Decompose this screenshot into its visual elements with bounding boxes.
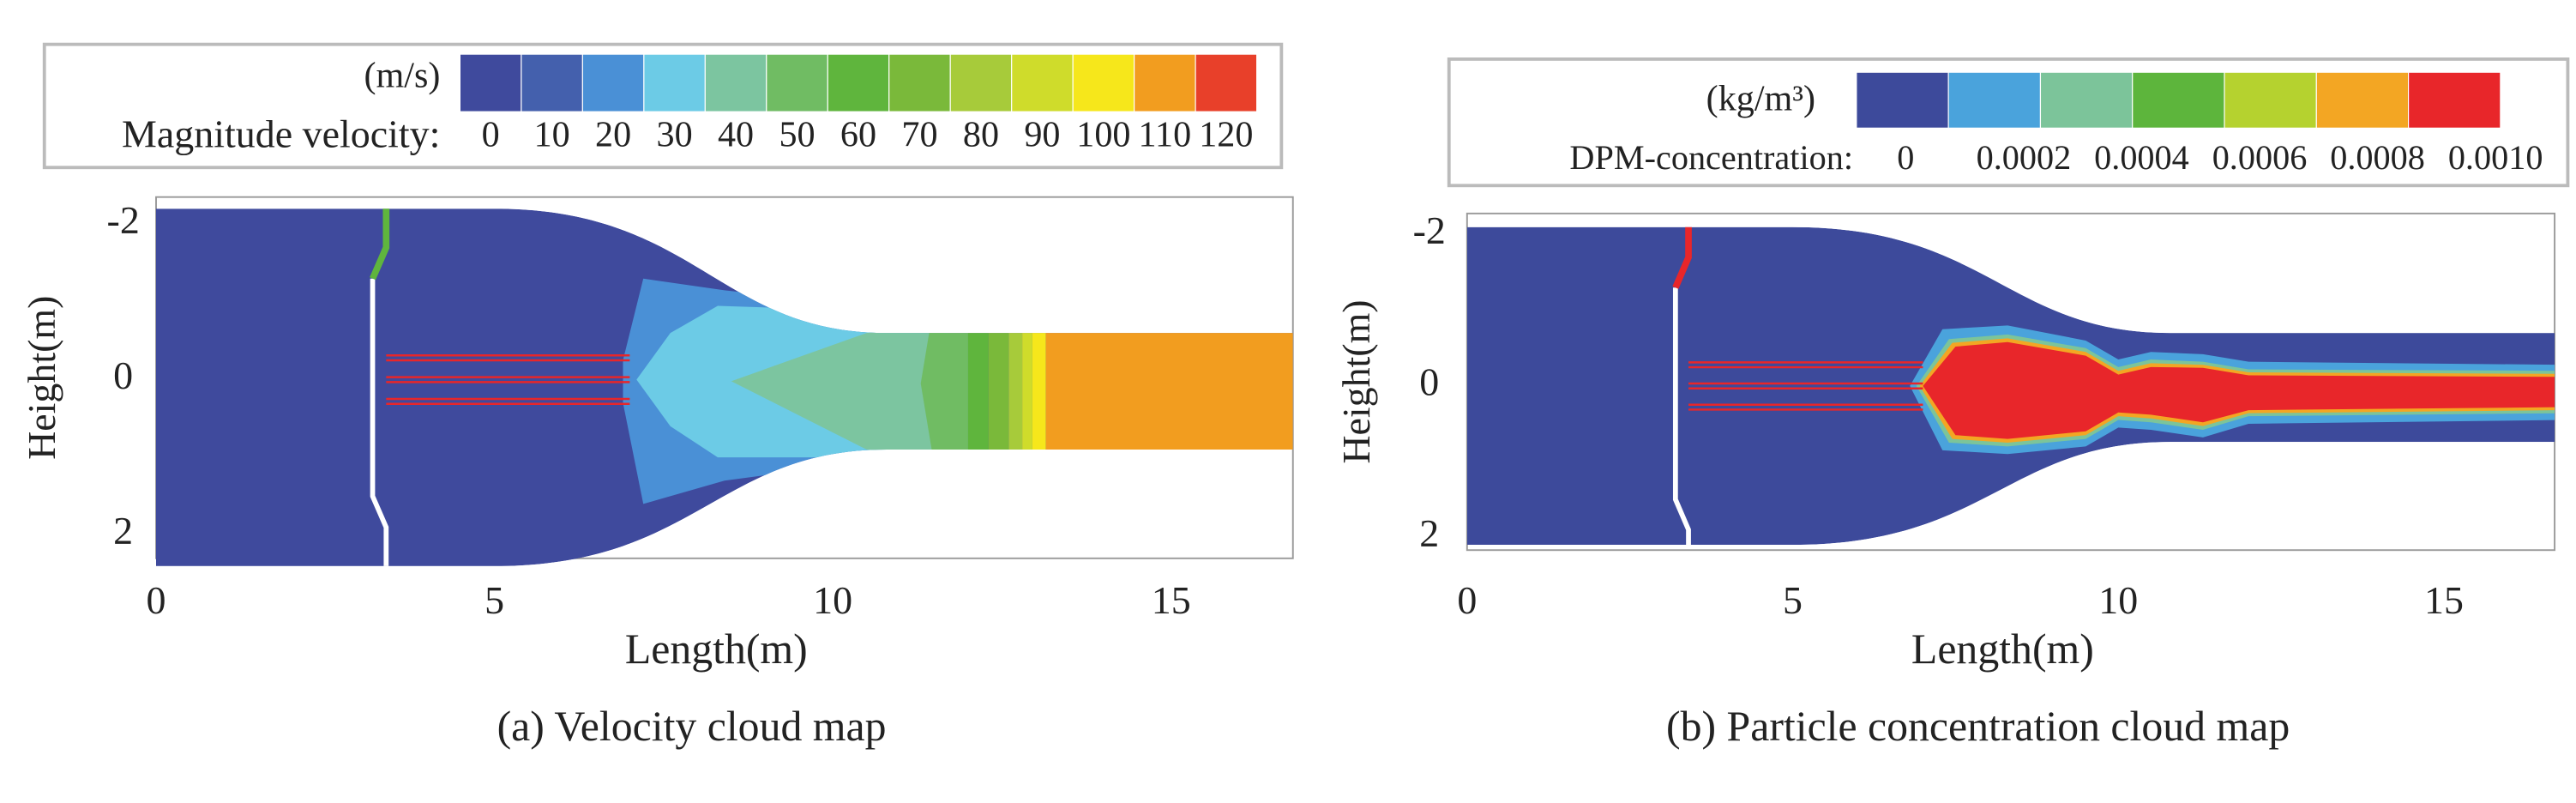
field-region xyxy=(920,301,968,466)
colorbar-cell xyxy=(1072,53,1135,112)
nozzle-pipe xyxy=(370,278,389,566)
colorbar-label: Magnitude velocity: xyxy=(122,112,440,155)
x-axis-label: Length(m) xyxy=(625,625,808,673)
colorbar-tick-label: 90 xyxy=(1024,114,1060,154)
field xyxy=(1466,226,2555,546)
colorbar-tick-label: 110 xyxy=(1139,114,1192,154)
colorbar-cell xyxy=(459,53,522,112)
colorbar-cell xyxy=(1011,53,1074,112)
colorbar-cell xyxy=(643,53,706,112)
x-axis-label: Length(m) xyxy=(1911,625,2094,673)
caption: (b) Particle concentration cloud map xyxy=(1666,703,2290,750)
colorbar-tick-label: 60 xyxy=(840,114,876,154)
x-tick-label: 10 xyxy=(813,578,852,622)
colorbar-cell xyxy=(827,53,890,112)
colorbar-tick-label: 0.0010 xyxy=(2448,138,2543,177)
colorbar-cell xyxy=(521,53,583,112)
y-axis-label: Height(m) xyxy=(20,296,63,460)
colorbar-tick-label: 100 xyxy=(1076,114,1130,154)
colorbar-tick-label: 30 xyxy=(657,114,693,154)
field-region xyxy=(1008,301,1023,466)
nozzle-pipe-top xyxy=(1672,226,1692,289)
y-tick-label: 0 xyxy=(1419,359,1439,403)
colorbar-tick-label: 70 xyxy=(901,114,937,154)
caption: (a) Velocity cloud map xyxy=(497,703,887,750)
field-region xyxy=(1045,301,1293,466)
field-region xyxy=(988,301,1009,466)
colorbar-cell xyxy=(1134,53,1196,112)
field-region xyxy=(1022,301,1032,466)
nozzle-pipe xyxy=(1672,287,1691,546)
colorbar-cell xyxy=(1947,71,2042,129)
x-tick-label: 15 xyxy=(1152,578,1191,622)
y-axis-label: Height(m) xyxy=(1334,299,1378,463)
colorbar-tick-label: 0.0006 xyxy=(2212,138,2308,177)
colorbar-cell xyxy=(949,53,1013,112)
colorbar-unit: (m/s) xyxy=(364,56,441,96)
x-tick-label: 15 xyxy=(2424,578,2464,622)
nozzle-pipe-top xyxy=(370,208,390,281)
colorbar-cell xyxy=(1856,71,1949,129)
x-tick-label: 5 xyxy=(485,578,504,622)
colorbar-tick-label: 0.0004 xyxy=(2094,138,2189,177)
field-region xyxy=(967,301,989,466)
colorbar-cell xyxy=(2224,71,2317,129)
x-tick-label: 0 xyxy=(147,578,166,622)
colorbar-cell xyxy=(888,53,951,112)
colorbar-unit: (kg/m³) xyxy=(1706,78,1815,118)
colorbar-cell xyxy=(2408,71,2501,129)
field-region xyxy=(1032,301,1046,466)
colorbar-cell xyxy=(766,53,828,112)
colorbar-cell xyxy=(2132,71,2225,129)
field xyxy=(156,208,1293,566)
colorbar-cell xyxy=(704,53,767,112)
colorbar-cell xyxy=(1195,53,1258,112)
colorbar-cell xyxy=(2039,71,2134,129)
colorbar-cell xyxy=(2315,71,2410,129)
field-region xyxy=(1923,341,2555,439)
y-tick-label: -2 xyxy=(1413,208,1446,252)
colorbar-tick-label: 0.0008 xyxy=(2330,138,2425,177)
colorbar-tick-label: 80 xyxy=(963,114,999,154)
colorbar-cell xyxy=(581,53,645,112)
colorbar-label: DPM-concentration: xyxy=(1569,138,1853,177)
x-tick-label: 10 xyxy=(2098,578,2138,622)
y-tick-label: 0 xyxy=(113,353,133,397)
colorbar-tick-label: 10 xyxy=(534,114,570,154)
field-region xyxy=(731,325,948,454)
colorbar-tick-label: 40 xyxy=(718,114,754,154)
y-tick-label: -2 xyxy=(107,198,140,242)
colorbar-tick-label: 0.0002 xyxy=(1977,138,2072,177)
x-tick-label: 0 xyxy=(1457,578,1477,622)
colorbar-tick-label: 20 xyxy=(595,114,631,154)
colorbar-tick-label: 0 xyxy=(1897,138,1914,177)
x-tick-label: 5 xyxy=(1783,578,1803,622)
y-tick-label: 2 xyxy=(113,509,133,552)
colorbar-tick-label: 50 xyxy=(779,114,815,154)
colorbar-tick-label: 0 xyxy=(482,114,500,154)
colorbar-tick-label: 120 xyxy=(1199,114,1253,154)
y-tick-label: 2 xyxy=(1419,511,1439,555)
